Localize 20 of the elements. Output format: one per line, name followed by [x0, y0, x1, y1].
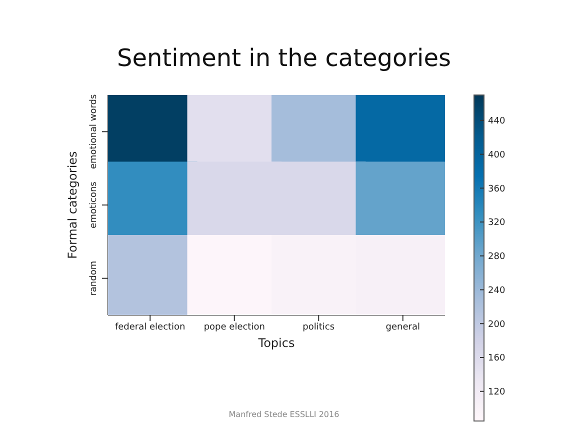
color-bar-label: 120 [488, 388, 506, 398]
color-bar-label: 360 [488, 184, 506, 194]
y-tick-label: random [89, 260, 99, 296]
x-tick-label: general [386, 322, 420, 332]
color-bar-label: 280 [488, 252, 506, 262]
y-axis-title: Formal categories [65, 151, 80, 259]
color-bar-label: 200 [488, 320, 506, 330]
color-bar-label: 440 [488, 116, 506, 127]
y-tick-label: emoticons [89, 181, 99, 228]
x-tick-label: federal election [114, 322, 186, 332]
text: Manfred Stede ESSLLI 2016 [228, 410, 340, 419]
color-bar-label: 240 [488, 286, 506, 296]
x-tick-label: pope election [204, 322, 265, 332]
x-axis-title: Topics [257, 336, 295, 350]
color-bar-label: 160 [488, 354, 506, 364]
x-tick-label: politics [302, 322, 335, 332]
y-tick-label: emotional words [89, 94, 99, 170]
color-bar-label: 400 [488, 150, 506, 160]
color-bar-label: 320 [488, 218, 506, 228]
chart-title: Sentiment in the categories [116, 44, 452, 72]
